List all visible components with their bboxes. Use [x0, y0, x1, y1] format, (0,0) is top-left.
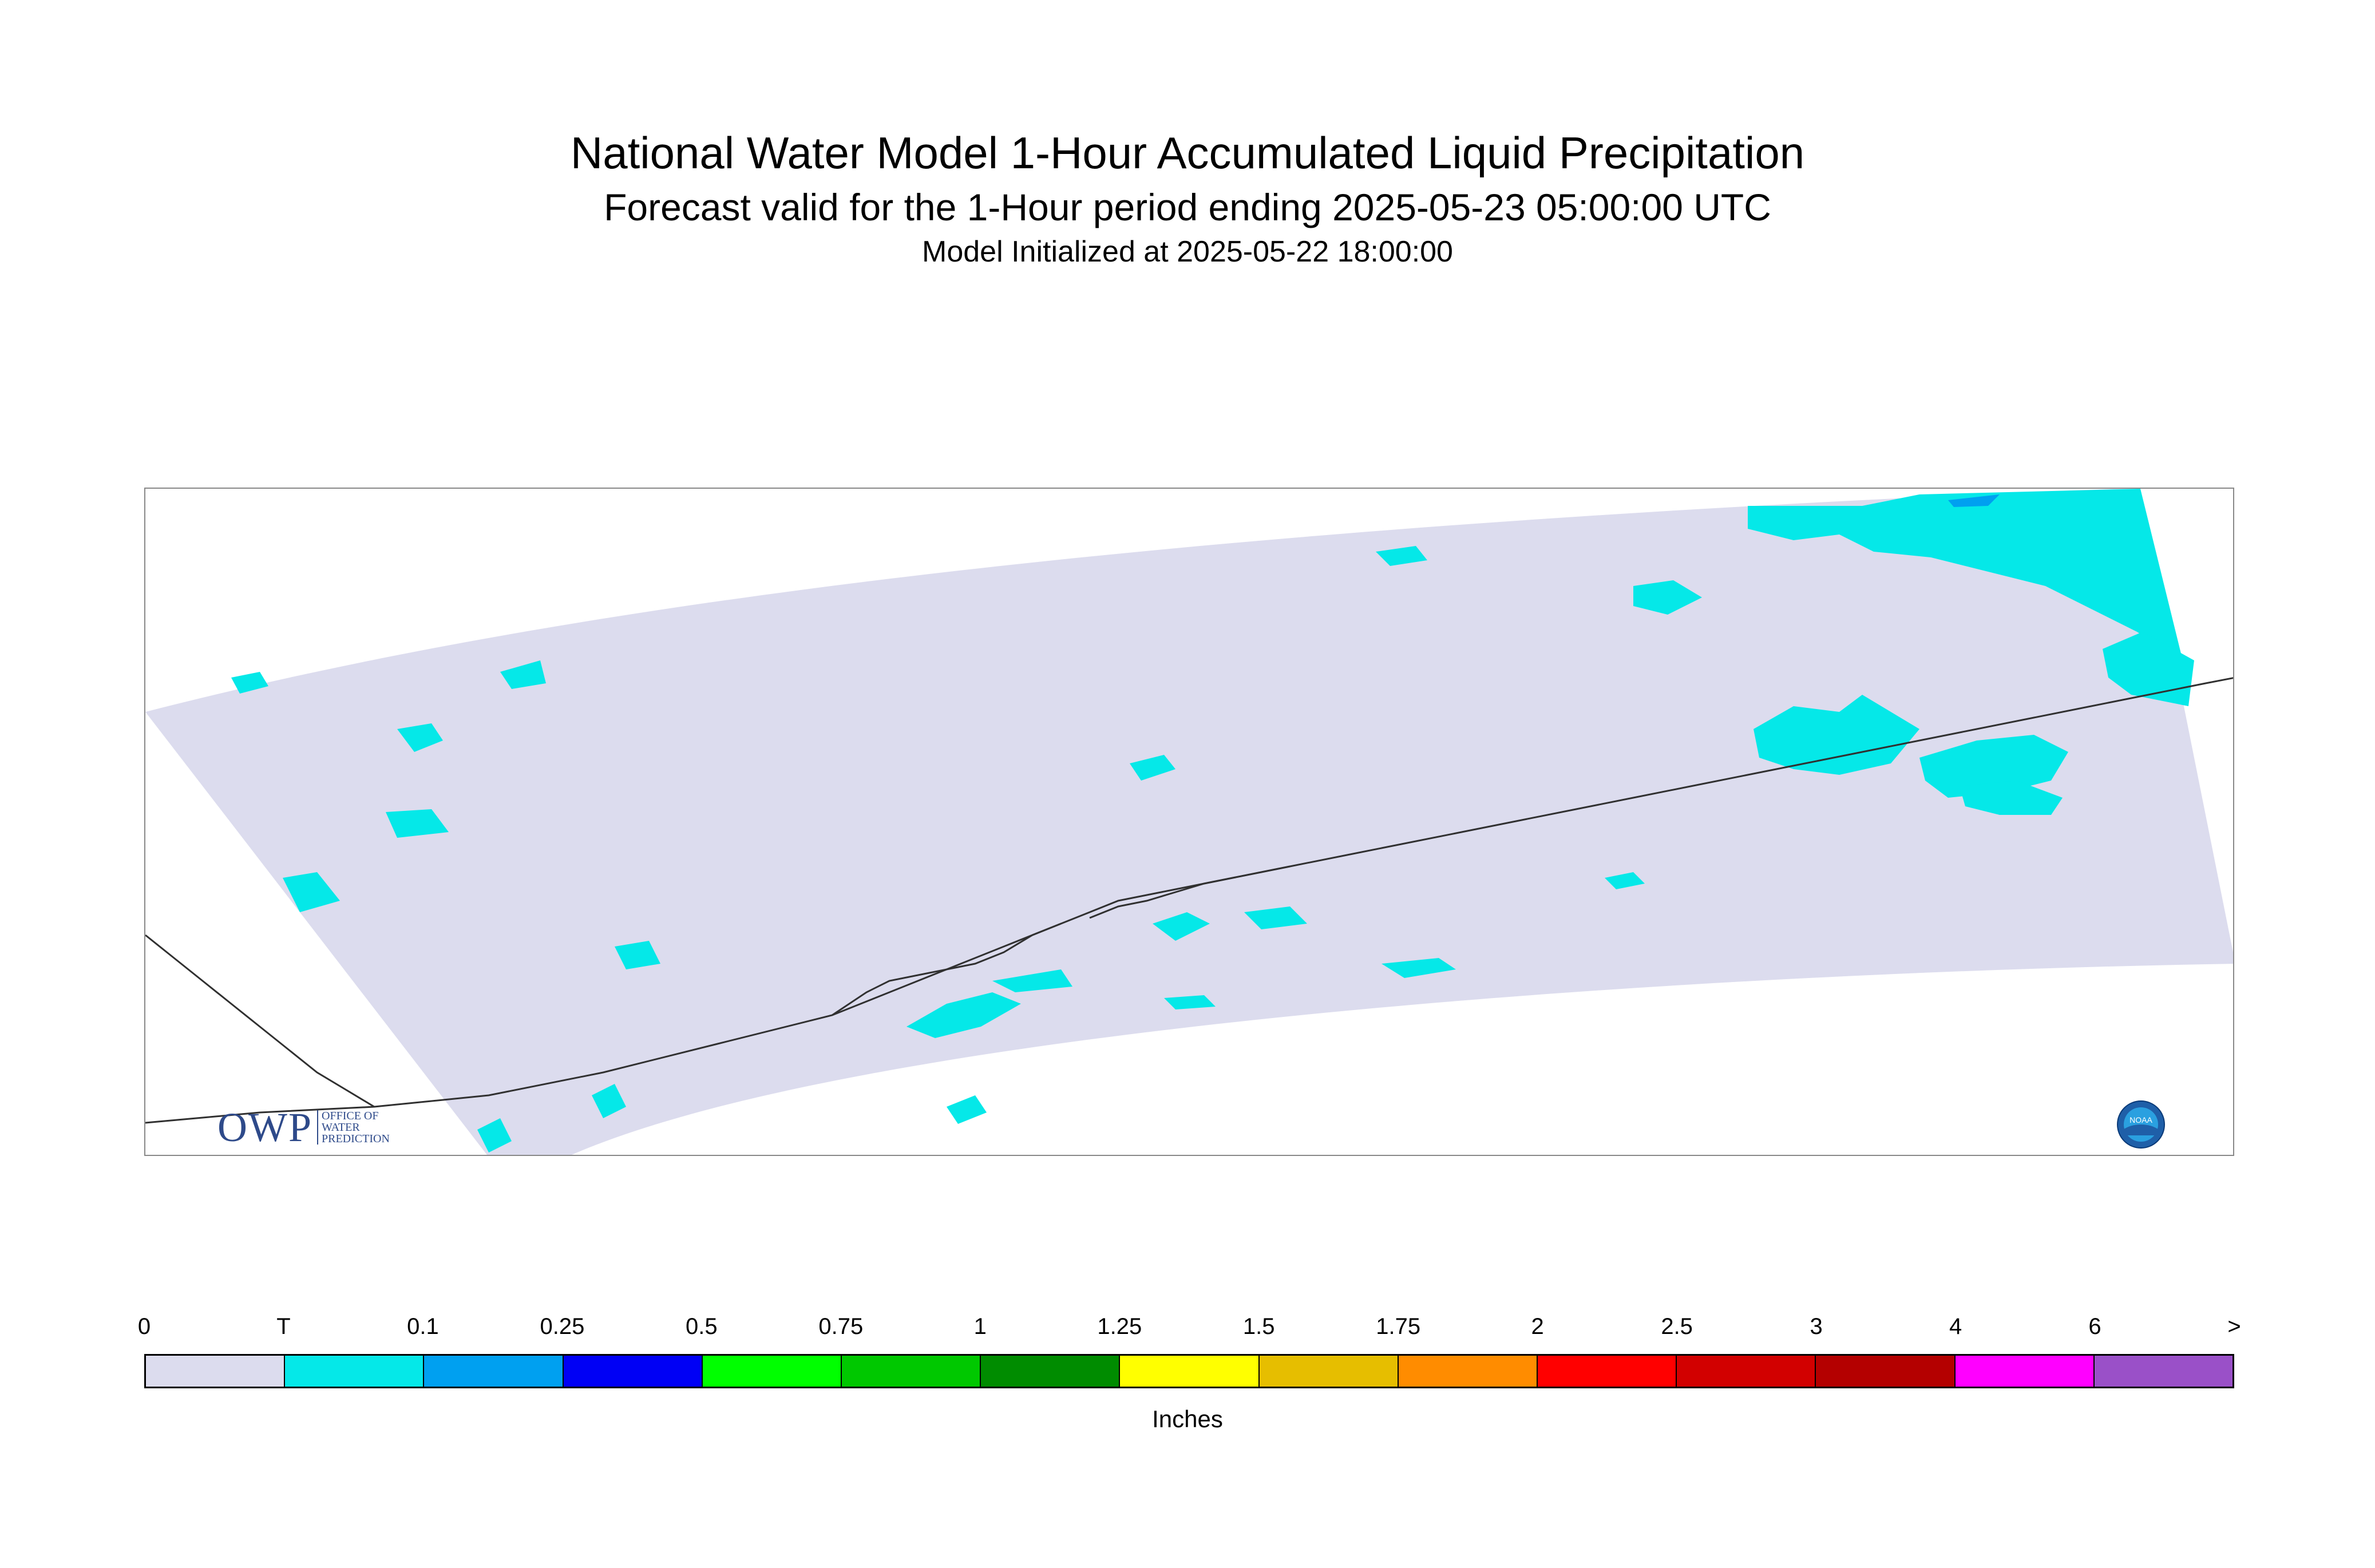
legend-swatch: [1398, 1356, 1538, 1387]
coastline-west-arc: [145, 934, 375, 1108]
legend-swatch: [424, 1356, 564, 1387]
precip-area-sw-3: [1382, 958, 1456, 978]
legend-tick-label: 0.25: [540, 1314, 585, 1339]
legend-tick-label: T: [276, 1314, 291, 1339]
legend-tick-label: 2: [1531, 1314, 1544, 1339]
map-panel: [144, 488, 2234, 1156]
legend-swatch: [981, 1356, 1121, 1387]
precip-area-w-1: [1130, 755, 1175, 781]
legend-swatch: [1955, 1356, 2095, 1387]
coastline-main: [145, 677, 2233, 1124]
legend-swatch: [1120, 1356, 1260, 1387]
legend-tick-label: 1: [973, 1314, 987, 1339]
map-subtitle: Forecast valid for the 1-Hour period end…: [604, 186, 1771, 228]
legend-tick-label: 3: [1810, 1314, 1823, 1339]
model-domain: [145, 489, 2233, 1155]
legend-tick-label: 1.25: [1097, 1314, 1142, 1339]
legend-tick-label: 0.5: [686, 1314, 718, 1339]
legend-tick-label: 0: [137, 1314, 151, 1339]
legend-swatch: [2094, 1356, 2233, 1387]
legend-swatch: [146, 1356, 286, 1387]
precip-area-sw-2: [477, 1118, 512, 1153]
legend-swatch: [285, 1356, 425, 1387]
model-init-line: Model Initialized at 2025-05-22 18:00:00: [922, 235, 1453, 268]
precip-area-mid-1: [1633, 580, 1702, 615]
noaa-logo-text: NOAA: [2129, 1115, 2152, 1124]
precip-area-mid-2: [1376, 546, 1427, 566]
precip-area-heavy-ne: [1948, 494, 2000, 507]
legend-tick-label: 0.1: [407, 1314, 439, 1339]
precipitation-map: [145, 489, 2233, 1155]
precip-area-c-1: [1605, 872, 1645, 889]
precip-area-w-2: [1153, 912, 1210, 941]
legend-tick-label: 1.75: [1376, 1314, 1421, 1339]
legend-tick-label: 2.5: [1661, 1314, 1693, 1339]
legend-tick-label: >: [2227, 1314, 2241, 1339]
owp-logo: OWP OFFICE OF WATER PREDICTION: [217, 1104, 390, 1150]
precip-area-w-4: [231, 672, 268, 694]
legend-swatch: [1538, 1356, 1677, 1387]
precip-areas: [231, 489, 2194, 1153]
precip-area-w-3: [397, 723, 443, 752]
owp-logo-letters: OWP: [217, 1104, 312, 1150]
owp-logo-line-2: WATER: [322, 1121, 360, 1134]
legend-swatch: [1677, 1356, 1816, 1387]
legend-swatch: [563, 1356, 703, 1387]
precip-area-sw-1: [592, 1084, 626, 1118]
precip-area-w-6: [500, 660, 546, 689]
precip-area-east-3: [1960, 781, 2063, 815]
legend-tick-label: 4: [1949, 1314, 1962, 1339]
precip-area-east-2: [1919, 735, 2068, 798]
precip-area-w-7: [283, 872, 340, 912]
legend-units: Inches: [1152, 1405, 1223, 1432]
noaa-logo: NOAA: [2117, 1100, 2165, 1149]
owp-logo-subtext: OFFICE OF WATER PREDICTION: [317, 1110, 390, 1145]
coastline-islands: [1089, 865, 1291, 919]
precip-area-w-8: [615, 941, 660, 969]
coastline-peninsula: [832, 922, 1062, 1016]
legend-tick-label: 6: [2088, 1314, 2101, 1339]
precip-areas-heavy: [1948, 494, 2000, 507]
legend-tick-label: 0.75: [818, 1314, 864, 1339]
precip-area-east-1: [1753, 695, 1919, 775]
owp-logo-line-3: PREDICTION: [322, 1133, 390, 1145]
map-title: National Water Model 1-Hour Accumulated …: [570, 128, 1805, 178]
legend-swatch: [1816, 1356, 1956, 1387]
legend-colorbar: [144, 1354, 2234, 1388]
coastlines: [145, 677, 2233, 1124]
owp-logo-line-1: OFFICE OF: [322, 1110, 379, 1122]
precip-area-w-5: [386, 809, 449, 838]
legend-swatch: [702, 1356, 842, 1387]
precip-area-ne: [1748, 489, 2183, 660]
legend-swatch: [842, 1356, 981, 1387]
precip-area-s-3: [1164, 995, 1216, 1009]
precip-area-s-2: [992, 969, 1072, 992]
precip-area-ne-2: [2103, 632, 2194, 706]
precip-area-s-4: [947, 1095, 987, 1124]
legend-swatch: [1259, 1356, 1399, 1387]
legend-tick-label: 1.5: [1242, 1314, 1275, 1339]
precip-area-s-1: [907, 992, 1021, 1038]
precip-area-c-2: [1244, 906, 1307, 929]
